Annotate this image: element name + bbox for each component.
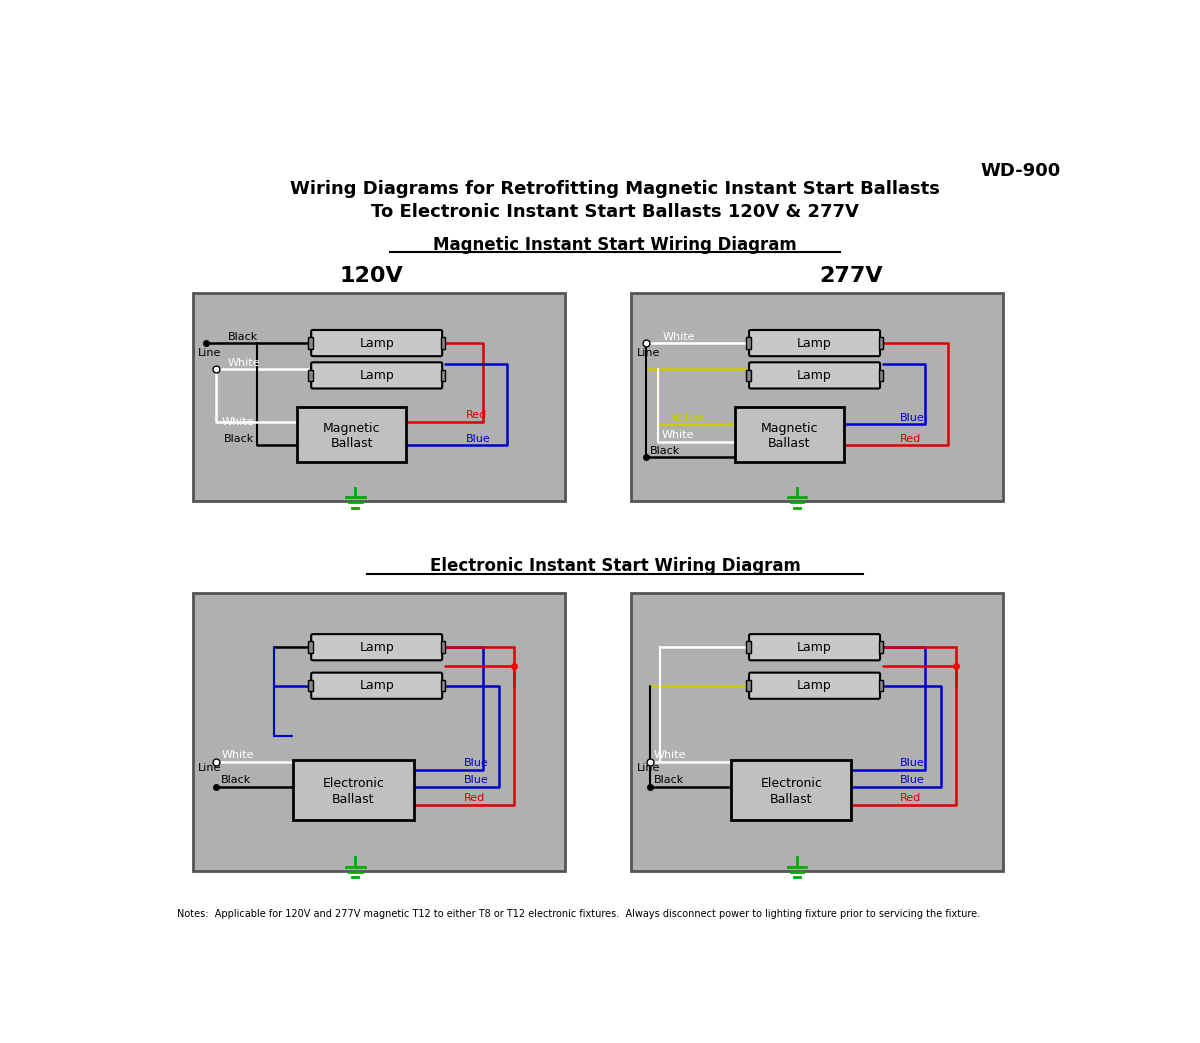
Bar [746, 337, 751, 348]
Bar [746, 680, 751, 692]
Text: Ballast: Ballast [330, 437, 373, 450]
Text: Magnetic: Magnetic [323, 421, 380, 435]
FancyBboxPatch shape [293, 760, 414, 821]
FancyBboxPatch shape [731, 760, 851, 821]
Bar [440, 680, 445, 692]
Text: Lamp: Lamp [359, 679, 394, 693]
Text: Electronic: Electronic [323, 777, 384, 790]
Text: Blue: Blue [900, 775, 925, 785]
FancyBboxPatch shape [736, 407, 844, 462]
FancyBboxPatch shape [749, 673, 880, 699]
Text: Notes:  Applicable for 120V and 277V magnetic T12 to either T8 or T12 electronic: Notes: Applicable for 120V and 277V magn… [178, 909, 980, 920]
Bar [440, 337, 445, 348]
Text: Magnetic: Magnetic [761, 421, 818, 435]
Text: Lamp: Lamp [359, 337, 394, 349]
Text: Lamp: Lamp [797, 640, 832, 654]
Text: Magnetic Instant Start Wiring Diagram: Magnetic Instant Start Wiring Diagram [433, 237, 797, 254]
Text: White: White [661, 431, 694, 440]
FancyBboxPatch shape [749, 362, 880, 388]
Text: Black: Black [654, 775, 684, 785]
Text: Lamp: Lamp [797, 337, 832, 349]
FancyBboxPatch shape [630, 293, 1002, 501]
Text: Wiring Diagrams for Retrofitting Magnetic Instant Start Ballasts: Wiring Diagrams for Retrofitting Magneti… [290, 180, 940, 198]
Text: Ballast: Ballast [332, 793, 374, 806]
Text: To Electronic Instant Start Ballasts 120V & 277V: To Electronic Instant Start Ballasts 120… [371, 203, 859, 221]
Text: Black: Black [228, 332, 258, 342]
Text: Red: Red [464, 793, 485, 803]
FancyBboxPatch shape [311, 634, 442, 660]
Bar [878, 641, 883, 653]
Bar [440, 641, 445, 653]
Text: Blue: Blue [464, 757, 488, 768]
Text: Black: Black [650, 445, 680, 456]
Text: Ballast: Ballast [770, 793, 812, 806]
FancyBboxPatch shape [298, 407, 406, 462]
FancyBboxPatch shape [311, 330, 442, 356]
Text: Red: Red [900, 793, 922, 803]
Text: Lamp: Lamp [359, 640, 394, 654]
Text: White: White [654, 750, 686, 760]
Text: Line: Line [637, 763, 660, 773]
Bar [308, 641, 313, 653]
Text: Red: Red [900, 434, 922, 443]
Bar [878, 369, 883, 381]
Text: Blue: Blue [466, 434, 491, 443]
Text: Electronic: Electronic [761, 777, 822, 790]
Bar [308, 337, 313, 348]
Text: Blue: Blue [464, 775, 488, 785]
Text: Line: Line [198, 348, 222, 358]
Text: Yellow: Yellow [671, 413, 706, 422]
Bar [878, 337, 883, 348]
Text: Electronic Instant Start Wiring Diagram: Electronic Instant Start Wiring Diagram [430, 557, 800, 576]
Text: Line: Line [637, 348, 660, 358]
Text: White: White [664, 332, 696, 342]
Text: Black: Black [221, 775, 252, 785]
Text: Red: Red [466, 411, 487, 420]
Text: 277V: 277V [820, 266, 883, 286]
Text: Black: Black [223, 434, 254, 443]
Text: Blue: Blue [900, 757, 925, 768]
Text: White: White [221, 416, 254, 427]
Text: White: White [221, 750, 254, 760]
Bar [746, 641, 751, 653]
FancyBboxPatch shape [193, 293, 565, 501]
Text: 120V: 120V [340, 266, 403, 286]
Bar [878, 680, 883, 692]
Bar [746, 369, 751, 381]
FancyBboxPatch shape [749, 634, 880, 660]
FancyBboxPatch shape [749, 330, 880, 356]
Bar [440, 369, 445, 381]
Text: Ballast: Ballast [768, 437, 811, 450]
Text: Lamp: Lamp [359, 369, 394, 382]
FancyBboxPatch shape [193, 593, 565, 871]
Bar [308, 680, 313, 692]
Text: Lamp: Lamp [797, 679, 832, 693]
Text: Blue: Blue [900, 413, 925, 422]
FancyBboxPatch shape [311, 362, 442, 388]
FancyBboxPatch shape [311, 673, 442, 699]
Text: White: White [228, 358, 260, 368]
FancyBboxPatch shape [630, 593, 1002, 871]
Text: Line: Line [198, 763, 222, 773]
Text: Lamp: Lamp [797, 369, 832, 382]
Bar [308, 369, 313, 381]
Text: WD-900: WD-900 [980, 162, 1061, 180]
